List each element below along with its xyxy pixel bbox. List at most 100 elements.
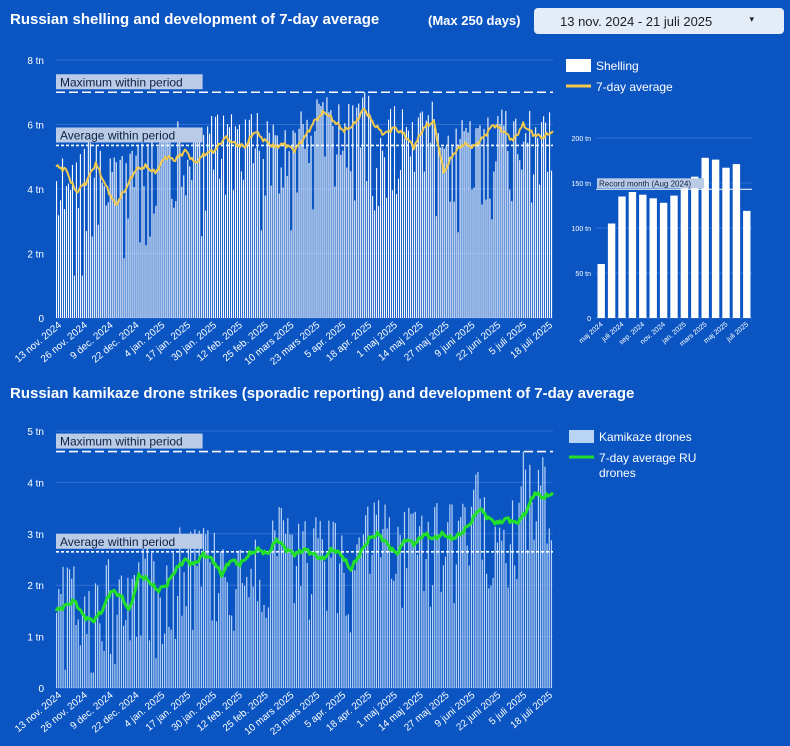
daily-bar [274, 135, 276, 318]
daily-bar [332, 125, 334, 319]
daily-bar [193, 135, 195, 318]
daily-bar [200, 586, 202, 688]
daily-bar [336, 154, 338, 318]
daily-bar [164, 633, 166, 688]
daily-bar [125, 163, 127, 318]
daily-bar [199, 132, 201, 318]
monthly-bar [670, 195, 678, 318]
daily-bar [294, 132, 296, 318]
daily-bar [175, 201, 177, 318]
daily-bar [413, 171, 415, 318]
monthly-bar [649, 198, 657, 318]
daily-bar [326, 610, 328, 688]
daily-bar [105, 565, 107, 688]
daily-bar [86, 633, 88, 688]
daily-bar [140, 635, 142, 688]
daily-bar [71, 164, 73, 318]
daily-bar [274, 530, 276, 688]
daily-bar [511, 500, 514, 688]
daily-bar [250, 114, 252, 319]
y-tick-label: 50 tn [575, 271, 591, 278]
daily-bar [515, 118, 517, 318]
daily-bar [173, 207, 175, 318]
daily-bar [157, 590, 159, 688]
daily-bar [270, 185, 272, 318]
daily-bar [77, 619, 79, 688]
daily-bar [477, 128, 479, 318]
daily-bar [127, 577, 129, 688]
daily-bar [209, 133, 211, 318]
reference-label: Average within period [60, 128, 175, 142]
daily-bar [356, 107, 358, 319]
daily-bar [503, 529, 505, 688]
daily-bar [378, 205, 380, 318]
y-tick-label: 0 [38, 684, 44, 695]
daily-bar [543, 116, 545, 318]
daily-bar [306, 119, 308, 318]
daily-bar [358, 537, 360, 688]
date-range-dropdown[interactable]: 13 nov. 2024 - 21 juli 2025 ▾ [534, 8, 784, 34]
daily-bar [120, 575, 123, 688]
monthly-bar [680, 187, 689, 318]
daily-bar [91, 236, 93, 318]
daily-bar [123, 258, 125, 318]
daily-bar [549, 112, 551, 318]
daily-bar [443, 148, 445, 318]
daily-bar [280, 507, 282, 688]
daily-bar [440, 591, 442, 688]
daily-bar [343, 572, 345, 688]
daily-bar [256, 601, 259, 688]
daily-bar [451, 504, 453, 688]
daily-bar [211, 620, 213, 688]
daily-bar [487, 117, 489, 318]
daily-bar [410, 514, 412, 688]
daily-bar [300, 111, 302, 318]
daily-bar [384, 157, 386, 318]
daily-bar [535, 127, 537, 319]
daily-bar [499, 123, 501, 318]
daily-bar [317, 538, 319, 688]
daily-bar [511, 201, 513, 318]
daily-bar [209, 562, 211, 688]
daily-bar [217, 114, 219, 319]
daily-bar [211, 116, 213, 318]
daily-bar [425, 558, 427, 688]
daily-bar [201, 236, 203, 318]
daily-bar [133, 187, 135, 318]
daily-bar [127, 218, 129, 318]
daily-bar [516, 578, 518, 688]
daily-bar [348, 103, 350, 318]
chevron-down-icon[interactable]: ▾ [749, 14, 754, 24]
daily-bar [61, 158, 64, 318]
daily-bar [252, 163, 254, 318]
daily-bar [256, 113, 258, 318]
seven-day-average-line [54, 491, 555, 624]
daily-bar [542, 457, 544, 688]
daily-bar [141, 143, 143, 318]
daily-bar [441, 147, 443, 318]
daily-bar [276, 135, 278, 318]
legend-label-average: 7-day average [596, 80, 673, 94]
daily-bar [85, 231, 87, 318]
daily-bar [261, 611, 263, 688]
daily-bar [174, 638, 177, 688]
daily-bar [177, 595, 179, 688]
daily-bar [490, 585, 492, 688]
daily-bar [409, 156, 411, 318]
daily-bar [196, 565, 198, 688]
daily-bar [187, 535, 189, 688]
daily-bar [63, 209, 66, 318]
daily-bar [433, 119, 435, 318]
daily-bar [71, 578, 73, 688]
daily-bar [475, 474, 477, 688]
daily-bar [427, 115, 429, 319]
daily-bar [222, 115, 225, 318]
daily-bar [170, 629, 172, 688]
daily-bar [411, 122, 413, 318]
reference-label-box [56, 533, 203, 549]
daily-bar [147, 143, 149, 318]
daily-bar [522, 451, 524, 688]
daily-bar [151, 140, 153, 318]
daily-bar [457, 232, 459, 318]
daily-bar [408, 507, 410, 688]
